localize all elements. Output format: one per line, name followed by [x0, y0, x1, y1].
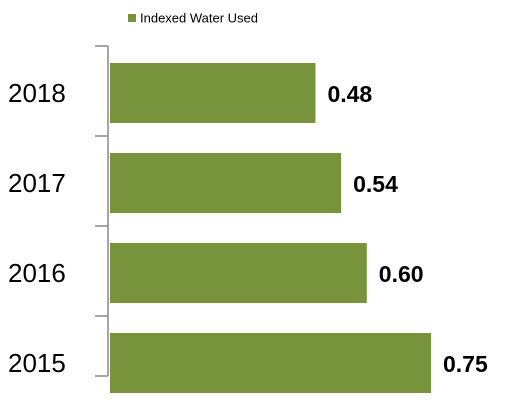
- legend-swatch: [128, 14, 136, 22]
- y-tick-label: 2016: [8, 258, 66, 288]
- bar: [110, 243, 367, 303]
- y-tick-label: 2017: [8, 168, 66, 198]
- legend-label: Indexed Water Used: [140, 10, 258, 25]
- bar: [110, 63, 316, 123]
- value-label: 0.48: [327, 81, 372, 107]
- value-label: 0.60: [379, 261, 424, 287]
- value-label: 0.54: [353, 171, 398, 197]
- y-tick-label: 2018: [8, 78, 66, 108]
- y-tick-label: 2015: [8, 348, 66, 378]
- bar: [110, 153, 342, 213]
- value-label: 0.75: [443, 351, 488, 377]
- bar: [110, 333, 431, 393]
